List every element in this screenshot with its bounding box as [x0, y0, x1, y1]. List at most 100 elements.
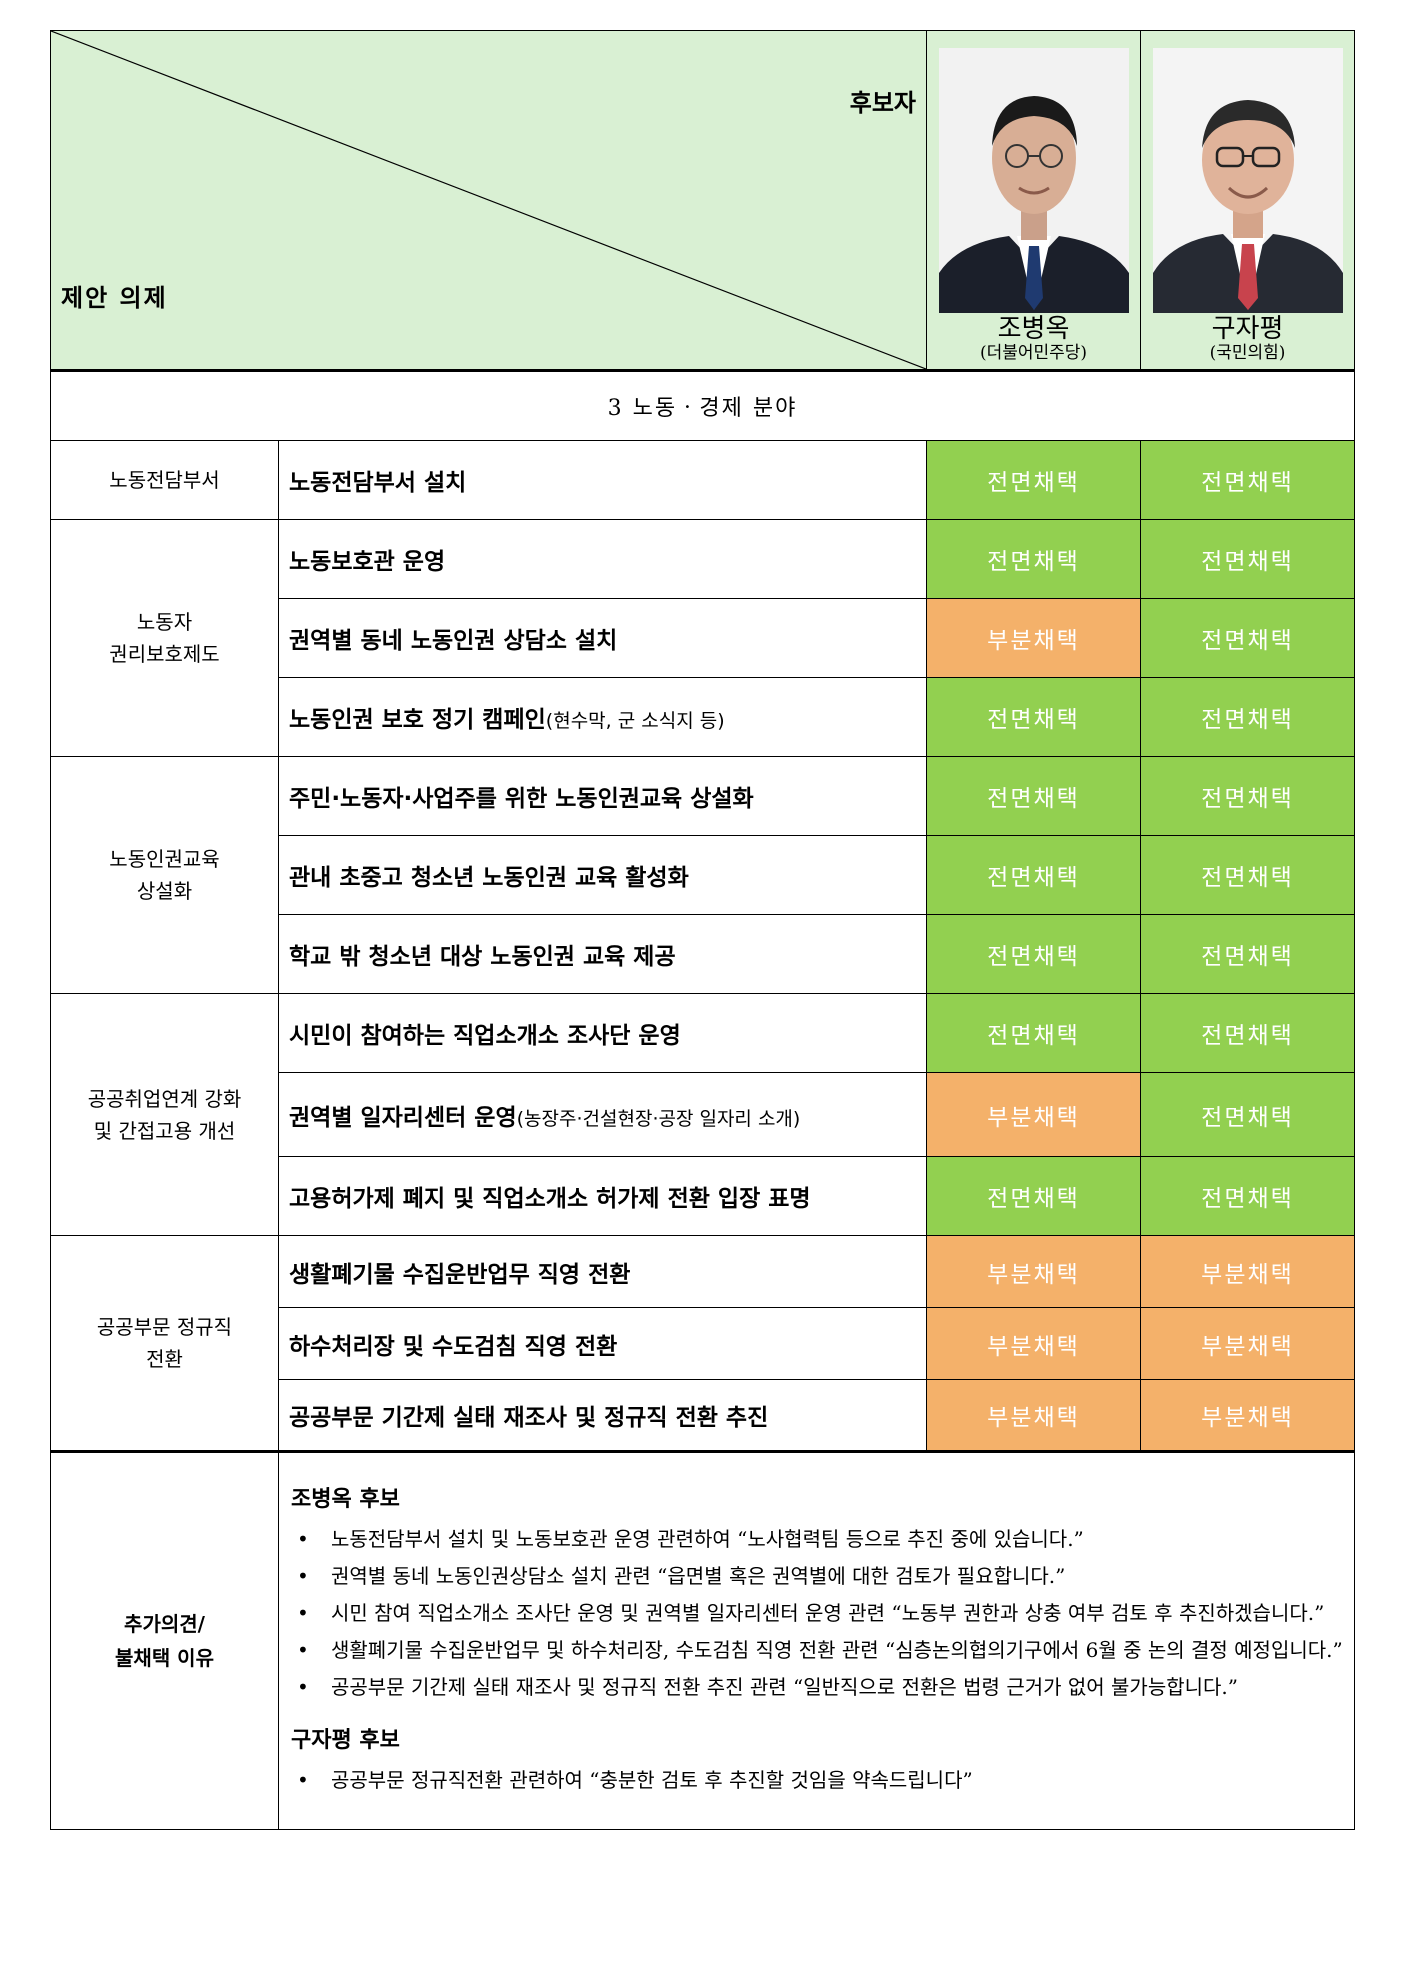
- agenda-item-note: (현수막, 군 소식지 등): [545, 710, 725, 732]
- status-cell-candidate-1: 전면채택: [926, 835, 1141, 915]
- pledge-table: 후보자 제안 의제: [50, 30, 1355, 1830]
- agenda-item-text: 학교 밖 청소년 대상 노동인권 교육 제공: [289, 944, 676, 970]
- status-cell-candidate-2: 전면채택: [1140, 1156, 1355, 1236]
- status-cell-candidate-2: 전면채택: [1140, 914, 1355, 994]
- table-row: 공공부문 기간제 실태 재조사 및 정규직 전환 추진 부분채택 부분채택: [51, 1379, 1355, 1452]
- agenda-item-text: 관내 초중고 청소년 노동인권 교육 활성화: [289, 865, 689, 891]
- agenda-item: 공공부문 기간제 실태 재조사 및 정규직 전환 추진: [278, 1379, 927, 1452]
- status-cell-candidate-2: 전면채택: [1140, 677, 1355, 757]
- list-item: 생활폐기물 수집운반업무 및 하수처리장, 수도검침 직영 전환 관련 “심층논…: [291, 1632, 1344, 1669]
- agenda-item-text: 주민·노동자·사업주를 위한 노동인권교육 상설화: [289, 786, 754, 812]
- table-row: 고용허가제 폐지 및 직업소개소 허가제 전환 입장 표명 전면채택 전면채택: [51, 1156, 1355, 1236]
- status-cell-candidate-2: 부분채택: [1140, 1379, 1355, 1452]
- status-cell-candidate-2: 전면채택: [1140, 1072, 1355, 1157]
- status-cell-candidate-1: 전면채택: [926, 440, 1141, 520]
- status-cell-candidate-2: 전면채택: [1140, 519, 1355, 599]
- category-cell: 공공취업연계 강화 및 간접고용 개선: [50, 993, 279, 1236]
- portrait-icon: [1152, 47, 1343, 313]
- notes-list: 노동전담부서 설치 및 노동보호관 운영 관련하여 “노사협력팀 등으로 추진 …: [291, 1521, 1344, 1706]
- status-cell-candidate-1: 부분채택: [926, 598, 1141, 678]
- table-row: 공공부문 정규직 전환 생활폐기물 수집운반업무 직영 전환 부분채택 부분채택: [50, 1235, 1355, 1452]
- status-cell-candidate-2: 부분채택: [1140, 1307, 1355, 1380]
- status-cell-candidate-2: 전면채택: [1140, 756, 1355, 836]
- candidate-party-1: (더불어민주당): [979, 342, 1088, 363]
- candidate-photo-2: [1152, 47, 1343, 313]
- agenda-item: 노동전담부서 설치: [278, 440, 927, 520]
- status-cell-candidate-2: 전면채택: [1140, 440, 1355, 520]
- status-cell-candidate-1: 부분채택: [926, 1379, 1141, 1452]
- agenda-item: 권역별 동네 노동인권 상담소 설치: [278, 598, 927, 678]
- table-row: 노동자 권리보호제도 노동보호관 운영 전면채택 전면채택: [50, 519, 1355, 757]
- table-row: 노동전담부서 노동전담부서 설치 전면채택 전면채택: [50, 440, 1355, 520]
- candidate-cell-2: 구자평 (국민의힘): [1140, 30, 1355, 372]
- status-cell-candidate-1: 전면채택: [926, 914, 1141, 994]
- notes-content: 조병옥 후보노동전담부서 설치 및 노동보호관 운영 관련하여 “노사협력팀 등…: [278, 1450, 1355, 1830]
- table-row: 권역별 일자리센터 운영(농장주·건설현장·공장 일자리 소개) 부분채택 전면채택: [51, 1072, 1355, 1157]
- list-item: 시민 참여 직업소개소 조사단 운영 및 권역별 일자리센터 운영 관련 “노동…: [291, 1595, 1344, 1632]
- agenda-item: 노동인권 보호 정기 캠페인(현수막, 군 소식지 등): [278, 677, 927, 757]
- table-row: 권역별 동네 노동인권 상담소 설치 부분채택 전면채택: [51, 598, 1355, 678]
- agenda-label: 제안 의제: [61, 284, 168, 312]
- status-cell-candidate-1: 전면채택: [926, 993, 1141, 1073]
- status-cell-candidate-1: 부분채택: [926, 1307, 1141, 1380]
- list-item: 공공부문 정규직전환 관련하여 “충분한 검토 후 추진할 것임을 약속드립니다…: [291, 1762, 1344, 1799]
- list-item: 공공부문 기간제 실태 재조사 및 정규직 전환 추진 관련 “일반직으로 전환…: [291, 1669, 1344, 1706]
- agenda-item-text: 시민이 참여하는 직업소개소 조사단 운영: [289, 1023, 681, 1049]
- portrait-icon: [938, 47, 1129, 313]
- agenda-item-text: 하수처리장 및 수도검침 직영 전환: [289, 1333, 618, 1360]
- candidate-name-2: 구자평: [1211, 313, 1284, 344]
- agenda-item: 고용허가제 폐지 및 직업소개소 허가제 전환 입장 표명: [278, 1156, 927, 1236]
- header-row: 후보자 제안 의제: [50, 30, 1355, 372]
- list-item: 노동전담부서 설치 및 노동보호관 운영 관련하여 “노사협력팀 등으로 추진 …: [291, 1521, 1344, 1558]
- agenda-item: 시민이 참여하는 직업소개소 조사단 운영: [278, 993, 927, 1073]
- candidate-cell-1: 조병옥 (더불어민주당): [926, 30, 1141, 372]
- category-cell: 노동인권교육 상설화: [50, 756, 279, 994]
- agenda-item: 하수처리장 및 수도검침 직영 전환: [278, 1307, 927, 1380]
- status-cell-candidate-1: 전면채택: [926, 1156, 1141, 1236]
- table-row: 공공취업연계 강화 및 간접고용 개선 시민이 참여하는 직업소개소 조사단 운영…: [50, 993, 1355, 1236]
- status-cell-candidate-1: 부분채택: [926, 1235, 1141, 1308]
- diagonal-line: [51, 31, 926, 369]
- agenda-item: 생활폐기물 수집운반업무 직영 전환: [278, 1235, 927, 1308]
- agenda-item-text: 권역별 동네 노동인권 상담소 설치: [289, 628, 618, 654]
- agenda-item-note: (농장주·건설현장·공장 일자리 소개): [516, 1107, 801, 1130]
- agenda-item-text: 노동보호관 운영: [289, 549, 446, 575]
- agenda-item: 관내 초중고 청소년 노동인권 교육 활성화: [278, 835, 927, 915]
- category-cell: 노동전담부서: [50, 440, 279, 520]
- agenda-item: 권역별 일자리센터 운영(농장주·건설현장·공장 일자리 소개): [278, 1072, 927, 1157]
- table-row: 하수처리장 및 수도검침 직영 전환 부분채택 부분채택: [51, 1307, 1355, 1380]
- table-row: 노동인권 보호 정기 캠페인(현수막, 군 소식지 등) 전면채택 전면채택: [51, 677, 1355, 757]
- agenda-item-text: 권역별 일자리센터 운영: [289, 1104, 517, 1131]
- candidate-label: 후보자: [849, 89, 916, 117]
- list-item: 권역별 동네 노동인권상담소 설치 관련 “읍면별 혹은 권역별에 대한 검토가…: [291, 1558, 1344, 1595]
- agenda-item-text: 공공부문 기간제 실태 재조사 및 정규직 전환 추진: [289, 1405, 769, 1431]
- status-cell-candidate-2: 전면채택: [1140, 598, 1355, 678]
- status-cell-candidate-2: 전면채택: [1140, 993, 1355, 1073]
- status-cell-candidate-1: 전면채택: [926, 519, 1141, 599]
- agenda-item-text: 생활폐기물 수집운반업무 직영 전환: [289, 1261, 631, 1288]
- agenda-item: 주민·노동자·사업주를 위한 노동인권교육 상설화: [278, 756, 927, 836]
- notes-list: 공공부문 정규직전환 관련하여 “충분한 검토 후 추진할 것임을 약속드립니다…: [291, 1762, 1344, 1799]
- status-cell-candidate-2: 부분채택: [1140, 1235, 1355, 1308]
- status-cell-candidate-1: 부분채택: [926, 1072, 1141, 1157]
- table-row: 관내 초중고 청소년 노동인권 교육 활성화 전면채택 전면채택: [51, 835, 1355, 915]
- agenda-item-text: 노동인권 보호 정기 캠페인: [289, 707, 546, 733]
- section-row: 3 노동ㆍ경제 분야: [50, 370, 1355, 441]
- table-row: 노동인권교육 상설화 주민·노동자·사업주를 위한 노동인권교육 상설화 전면채택 전…: [50, 756, 1355, 994]
- candidate-party-2: (국민의힘): [1209, 342, 1286, 363]
- notes-label: 추가의견/ 불채택 이유: [50, 1450, 279, 1830]
- agenda-item: 노동보호관 운영: [278, 519, 927, 599]
- status-cell-candidate-2: 전면채택: [1140, 835, 1355, 915]
- category-cell: 공공부문 정규직 전환: [50, 1235, 279, 1452]
- candidate-name-1: 조병옥: [997, 313, 1070, 344]
- status-cell-candidate-1: 전면채택: [926, 756, 1141, 836]
- notes-candidate-name: 조병옥 후보: [291, 1487, 400, 1512]
- agenda-item: 학교 밖 청소년 대상 노동인권 교육 제공: [278, 914, 927, 994]
- agenda-item-text: 고용허가제 폐지 및 직업소개소 허가제 전환 입장 표명: [289, 1186, 811, 1212]
- agenda-item-text: 노동전담부서 설치: [289, 470, 467, 496]
- status-cell-candidate-1: 전면채택: [926, 677, 1141, 757]
- section-title: 3 노동ㆍ경제 분야: [50, 370, 1355, 441]
- notes-candidate-name: 구자평 후보: [291, 1728, 400, 1753]
- candidate-photo-1: [938, 47, 1129, 313]
